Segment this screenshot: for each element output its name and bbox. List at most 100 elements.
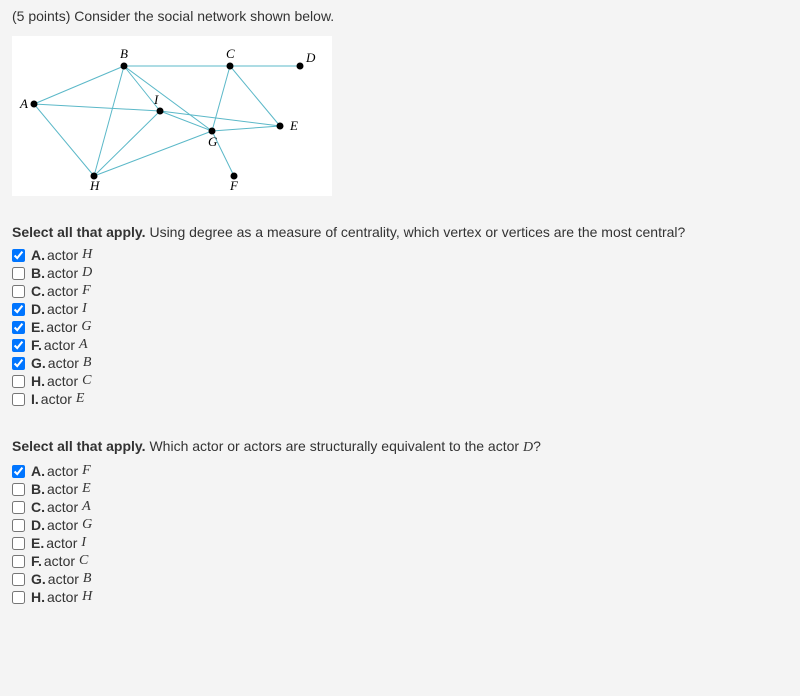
actor-letter: D <box>82 265 92 281</box>
actor-word: actor <box>47 301 78 317</box>
actor-word: actor <box>48 355 79 371</box>
q2-option: A. actor F <box>12 462 788 480</box>
q2-prompt-post: ? <box>533 438 541 454</box>
q1-option: B. actor D <box>12 264 788 282</box>
q2-checkbox[interactable] <box>12 519 25 532</box>
actor-word: actor <box>44 337 75 353</box>
question-page: (5 points) Consider the social network s… <box>0 0 800 656</box>
q1-checkbox[interactable] <box>12 321 25 334</box>
question-header: (5 points) Consider the social network s… <box>12 8 788 24</box>
graph-edge <box>34 66 124 104</box>
q1-prompt: Select all that apply. Using degree as a… <box>12 224 788 240</box>
q2-option: H. actor H <box>12 588 788 606</box>
actor-letter: C <box>79 553 88 569</box>
actor-letter: B <box>83 571 92 587</box>
actor-word: actor <box>47 481 78 497</box>
q1-prompt-rest: Using degree as a measure of centrality,… <box>146 224 686 240</box>
q2-option: D. actor G <box>12 516 788 534</box>
question-text: Consider the social network shown below. <box>74 8 334 24</box>
graph-node-label: D <box>305 50 316 65</box>
q2-checkbox[interactable] <box>12 465 25 478</box>
graph-node <box>297 63 304 70</box>
actor-word: actor <box>44 553 75 569</box>
q2-checkbox[interactable] <box>12 555 25 568</box>
q1-option: E. actor G <box>12 318 788 336</box>
q1-option: D. actor I <box>12 300 788 318</box>
q1-checkbox[interactable] <box>12 375 25 388</box>
actor-word: actor <box>47 463 78 479</box>
actor-word: actor <box>47 589 78 605</box>
option-letter: B. <box>31 265 45 281</box>
graph-edge <box>212 126 280 131</box>
q1-checkbox[interactable] <box>12 303 25 316</box>
option-letter: D. <box>31 301 45 317</box>
actor-word: actor <box>47 373 78 389</box>
q2-prompt-math: D <box>523 440 533 455</box>
actor-word: actor <box>46 319 77 335</box>
q1-checkbox[interactable] <box>12 339 25 352</box>
option-letter: F. <box>31 553 42 569</box>
q2-prompt-pre: Which actor or actors are structurally e… <box>146 438 523 454</box>
graph-edge <box>160 111 280 126</box>
q1-prompt-bold: Select all that apply. <box>12 224 146 240</box>
actor-word: actor <box>48 571 79 587</box>
q2-checkbox[interactable] <box>12 573 25 586</box>
q1-option: C. actor F <box>12 282 788 300</box>
graph-edge <box>94 131 212 176</box>
graph-node-label: F <box>229 178 239 193</box>
graph-node-label: C <box>226 46 235 61</box>
actor-letter: I <box>82 301 87 317</box>
q2-options: A. actor FB. actor EC. actor AD. actor G… <box>12 462 788 606</box>
graph-node-label: B <box>120 46 128 61</box>
actor-letter: A <box>79 337 88 353</box>
q2-checkbox[interactable] <box>12 591 25 604</box>
option-letter: A. <box>31 247 45 263</box>
option-letter: C. <box>31 499 45 515</box>
actor-letter: F <box>82 463 91 479</box>
q2-option: F. actor C <box>12 552 788 570</box>
option-letter: D. <box>31 517 45 533</box>
q1-option: I. actor E <box>12 390 788 408</box>
graph-node-label: G <box>208 134 218 149</box>
q1-checkbox[interactable] <box>12 357 25 370</box>
q1-checkbox[interactable] <box>12 249 25 262</box>
q2-option: C. actor A <box>12 498 788 516</box>
actor-letter: G <box>81 319 91 335</box>
q1-checkbox[interactable] <box>12 285 25 298</box>
option-letter: G. <box>31 355 46 371</box>
actor-letter: C <box>82 373 91 389</box>
q1-option: A. actor H <box>12 246 788 264</box>
points-label: (5 points) <box>12 8 70 24</box>
q1-option: F. actor A <box>12 336 788 354</box>
q2-option: E. actor I <box>12 534 788 552</box>
actor-letter: A <box>82 499 91 515</box>
actor-word: actor <box>47 499 78 515</box>
q2-checkbox[interactable] <box>12 537 25 550</box>
graph-edge <box>34 104 94 176</box>
option-letter: F. <box>31 337 42 353</box>
actor-letter: H <box>82 247 92 263</box>
graph-node-label: I <box>153 92 159 107</box>
q2-checkbox[interactable] <box>12 501 25 514</box>
q1-checkbox[interactable] <box>12 267 25 280</box>
graph-node <box>31 101 38 108</box>
graph-edge <box>230 66 280 126</box>
graph-edge <box>94 111 160 176</box>
q2-checkbox[interactable] <box>12 483 25 496</box>
option-letter: B. <box>31 481 45 497</box>
option-letter: A. <box>31 463 45 479</box>
actor-letter: I <box>81 535 86 551</box>
actor-word: actor <box>47 265 78 281</box>
graph-node-label: E <box>289 118 298 133</box>
graph-node <box>121 63 128 70</box>
q2-option: B. actor E <box>12 480 788 498</box>
graph-edge <box>34 104 160 111</box>
q1-option: H. actor C <box>12 372 788 390</box>
actor-letter: E <box>76 391 85 407</box>
graph-edge <box>94 66 124 176</box>
actor-letter: E <box>82 481 91 497</box>
q1-checkbox[interactable] <box>12 393 25 406</box>
graph-node-label: H <box>89 178 100 193</box>
option-letter: H. <box>31 589 45 605</box>
graph-node-label: A <box>19 96 28 111</box>
